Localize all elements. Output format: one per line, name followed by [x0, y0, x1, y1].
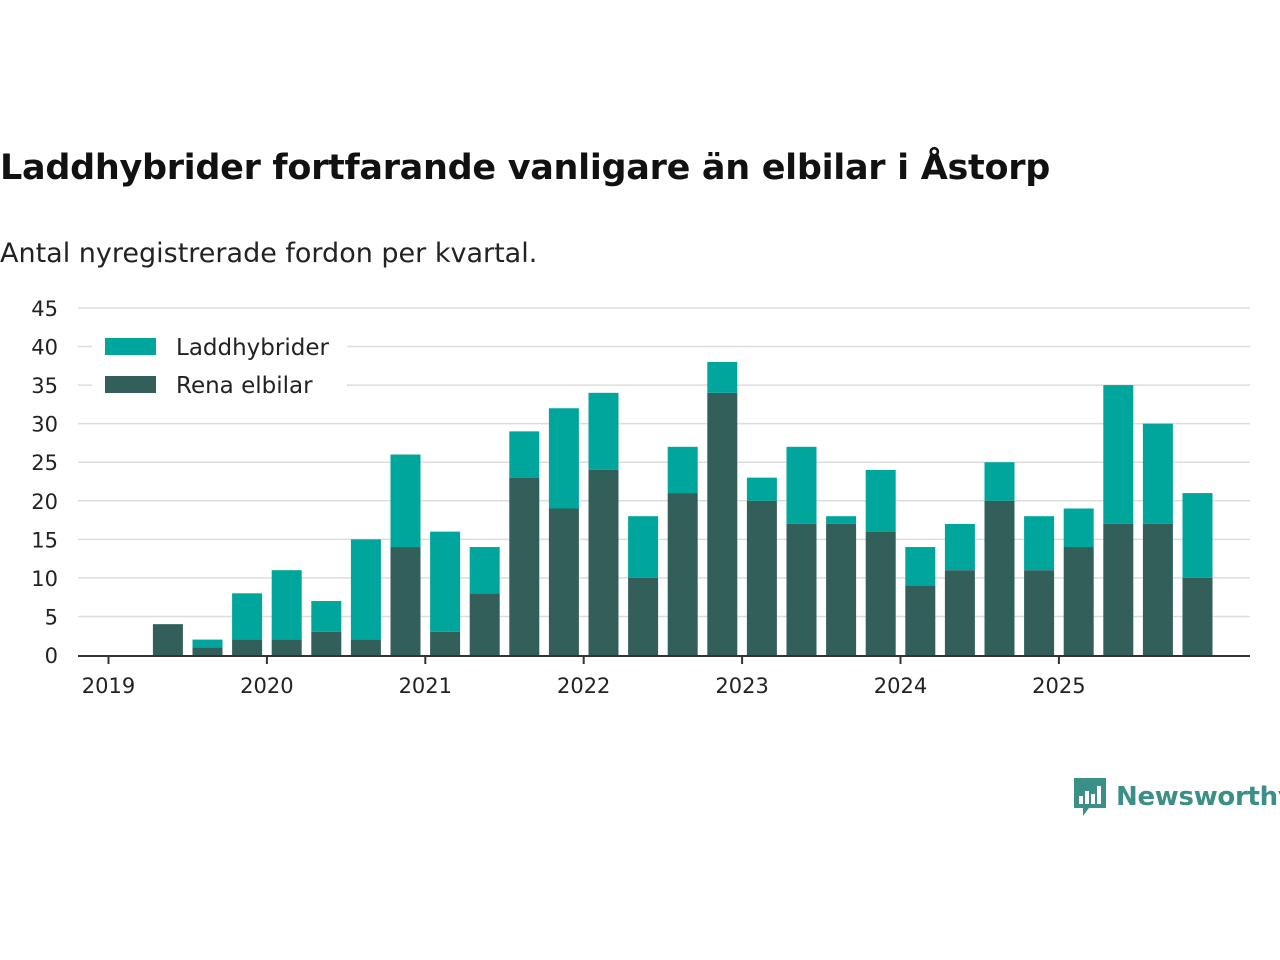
bar-rena-elbilar-2019-Q3: [192, 647, 223, 655]
y-tick-label-25: 25: [31, 451, 58, 475]
bar-rena-elbilar-2023-Q2: [786, 523, 817, 655]
bar-laddhybrider-2023-Q3: [826, 516, 857, 524]
bar-rena-elbilar-2025-Q3: [1142, 523, 1173, 655]
bar-rena-elbilar-2019-Q4: [232, 639, 263, 655]
bar-rena-elbilar-2023-Q3: [826, 523, 857, 655]
legend: Laddhybrider Rena elbilar: [92, 326, 347, 406]
bar-rena-elbilar-2024-Q2: [944, 570, 975, 655]
x-tick-label-2019: 2019: [82, 674, 135, 698]
bar-laddhybrider-2021-Q4: [548, 408, 579, 509]
y-tick-label-0: 0: [45, 644, 58, 668]
x-tick-label-2023: 2023: [715, 674, 768, 698]
x-tick-label-2020: 2020: [240, 674, 293, 698]
bar-rena-elbilar-2021-Q1: [430, 631, 461, 655]
bar-rena-elbilar-2020-Q1: [271, 639, 302, 655]
brand-name: Newsworthy: [1116, 782, 1280, 812]
bar-rena-elbilar-2022-Q1: [588, 469, 619, 655]
y-tick-label-30: 30: [31, 413, 58, 437]
brand-logo: Newsworthy: [1072, 776, 1280, 818]
bar-laddhybrider-2025-Q2: [1103, 385, 1134, 524]
legend-label-laddhybrider: Laddhybrider: [176, 335, 329, 361]
y-tick-label-45: 45: [31, 297, 58, 321]
bar-laddhybrider-2020-Q3: [350, 539, 381, 640]
x-tick-label-2022: 2022: [557, 674, 610, 698]
bar-rena-elbilar-2022-Q3: [667, 493, 698, 655]
bar-rena-elbilar-2024-Q1: [905, 585, 936, 655]
y-tick-label-15: 15: [31, 528, 58, 552]
bar-laddhybrider-2025-Q4: [1182, 493, 1213, 578]
legend-label-rena-elbilar: Rena elbilar: [176, 373, 313, 399]
chart-title: Laddhybrider fortfarande vanligare än el…: [0, 148, 1050, 188]
y-tick-label-20: 20: [31, 490, 58, 514]
legend-swatch-rena-elbilar: [105, 376, 156, 393]
x-tick-label-2021: 2021: [399, 674, 452, 698]
bar-laddhybrider-2023-Q4: [865, 469, 896, 532]
x-tick-label-2025: 2025: [1032, 674, 1085, 698]
bar-rena-elbilar-2024-Q3: [984, 500, 1015, 655]
bar-rena-elbilar-2021-Q3: [509, 477, 540, 655]
bar-rena-elbilar-2023-Q1: [746, 500, 777, 655]
bar-laddhybrider-2020-Q1: [271, 570, 302, 640]
legend-swatch-laddhybrider: [105, 338, 156, 355]
x-axis-ticks: 2019 2020 2021 2022 2023 2024 2025: [82, 655, 1086, 698]
bar-laddhybrider-2025-Q3: [1142, 423, 1173, 524]
y-tick-label-10: 10: [31, 567, 58, 591]
bar-rena-elbilar-2025-Q1: [1063, 547, 1094, 655]
bar-laddhybrider-2025-Q1: [1063, 508, 1094, 548]
bar-rena-elbilar-2025-Q4: [1182, 577, 1213, 655]
bars: [152, 361, 1213, 655]
bar-laddhybrider-2023-Q1: [746, 477, 777, 501]
bar-laddhybrider-2019-Q4: [232, 593, 263, 640]
bar-rena-elbilar-2022-Q2: [628, 577, 659, 655]
y-axis-tick-labels: 0 5 10 15 20 25 30 35 40 45: [31, 297, 58, 668]
chart-subtitle: Antal nyregistrerade fordon per kvartal.: [0, 238, 538, 269]
y-tick-label-35: 35: [31, 374, 58, 398]
bar-laddhybrider-2022-Q1: [588, 392, 619, 470]
bar-laddhybrider-2022-Q2: [628, 516, 659, 578]
bar-rena-elbilar-2021-Q2: [469, 593, 500, 655]
bar-laddhybrider-2024-Q4: [1024, 516, 1055, 571]
bar-laddhybrider-2024-Q1: [905, 547, 936, 586]
bar-laddhybrider-2021-Q2: [469, 547, 500, 594]
y-tick-label-5: 5: [45, 605, 58, 629]
bar-laddhybrider-2021-Q1: [430, 531, 461, 632]
bar-rena-elbilar-2025-Q2: [1103, 523, 1134, 655]
y-tick-label-40: 40: [31, 336, 58, 360]
bar-chart-speech-bubble-icon: [1074, 778, 1106, 816]
bar-rena-elbilar-2019-Q2: [152, 624, 183, 655]
bar-laddhybrider-2021-Q3: [509, 431, 540, 478]
bar-rena-elbilar-2020-Q3: [350, 639, 381, 655]
bar-laddhybrider-2020-Q4: [390, 454, 421, 548]
bar-laddhybrider-2024-Q2: [944, 523, 975, 571]
bar-laddhybrider-2022-Q4: [707, 361, 738, 393]
x-tick-label-2024: 2024: [874, 674, 927, 698]
bar-rena-elbilar-2022-Q4: [707, 392, 738, 655]
bar-laddhybrider-2023-Q2: [786, 446, 817, 524]
bar-rena-elbilar-2024-Q4: [1024, 570, 1055, 655]
bar-laddhybrider-2019-Q3: [192, 639, 223, 648]
bar-rena-elbilar-2021-Q4: [548, 508, 579, 655]
bar-rena-elbilar-2020-Q2: [311, 631, 342, 655]
bar-rena-elbilar-2023-Q4: [865, 531, 896, 655]
bar-rena-elbilar-2020-Q4: [390, 547, 421, 655]
bar-laddhybrider-2020-Q2: [311, 601, 342, 632]
bar-laddhybrider-2022-Q3: [667, 446, 698, 494]
bar-laddhybrider-2024-Q3: [984, 462, 1015, 501]
